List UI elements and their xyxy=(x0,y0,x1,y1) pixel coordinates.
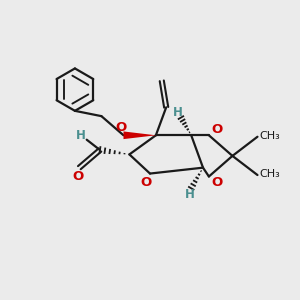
Text: CH₃: CH₃ xyxy=(260,131,280,141)
Text: H: H xyxy=(172,106,182,119)
Text: O: O xyxy=(212,176,223,189)
Text: H: H xyxy=(185,188,195,201)
Polygon shape xyxy=(124,131,156,139)
Text: O: O xyxy=(72,170,83,183)
Text: O: O xyxy=(116,121,127,134)
Text: O: O xyxy=(212,124,223,136)
Text: CH₃: CH₃ xyxy=(260,169,280,179)
Text: H: H xyxy=(76,129,86,142)
Text: O: O xyxy=(141,176,152,189)
